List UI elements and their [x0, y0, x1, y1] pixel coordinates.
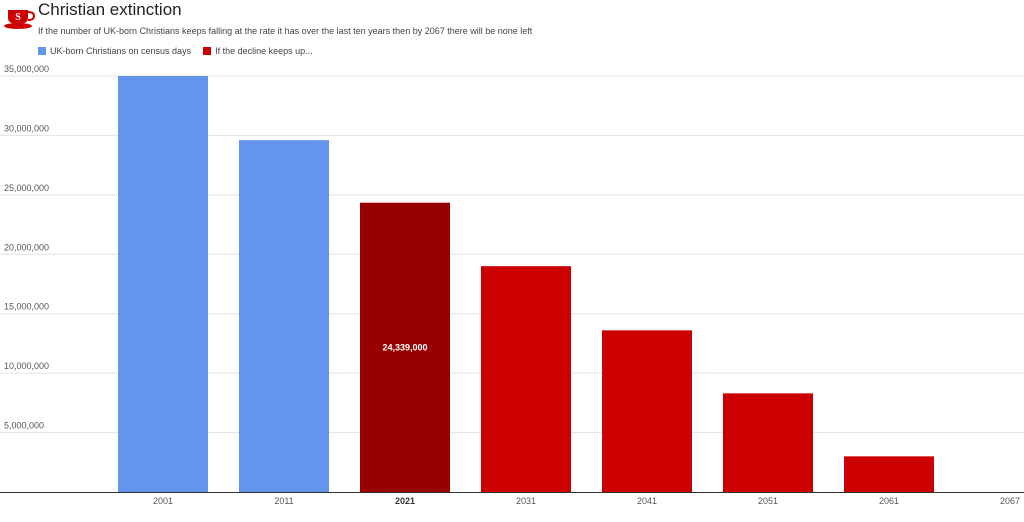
x-tick-label: 2021: [395, 496, 415, 506]
bars: [118, 76, 934, 492]
bar-2021[interactable]: [360, 202, 450, 492]
x-tick-label: 2067: [1000, 496, 1020, 506]
bar-2041[interactable]: [602, 330, 692, 492]
x-axis-ticks: 2001 2011 2021 2031 2041 2051 2061 2067: [153, 496, 1020, 506]
chart-title: Christian extinction: [38, 0, 182, 19]
bar-2031[interactable]: [481, 266, 571, 492]
x-tick-label: 2031: [516, 496, 536, 506]
legend-swatch-census: [38, 47, 46, 55]
chart-subtitle: If the number of UK-born Christians keep…: [38, 26, 533, 36]
bar-2051[interactable]: [723, 393, 813, 492]
bar-2001[interactable]: [118, 76, 208, 492]
y-tick-label: 30,000,000: [4, 123, 49, 133]
legend-item-projection[interactable]: If the decline keeps up...: [203, 46, 313, 56]
legend-item-census[interactable]: UK-born Christians on census days: [38, 46, 191, 56]
x-tick-label: 2041: [637, 496, 657, 506]
data-labels: 24,339,000: [382, 342, 427, 352]
svg-text:S: S: [15, 12, 21, 23]
legend: UK-born Christians on census days If the…: [38, 46, 313, 56]
y-tick-label: 10,000,000: [4, 361, 49, 371]
y-tick-label: 25,000,000: [4, 183, 49, 193]
y-tick-label: 20,000,000: [4, 242, 49, 252]
y-tick-label: 15,000,000: [4, 302, 49, 312]
y-axis-ticks: 5,000,000 10,000,000 15,000,000 20,000,000 2…: [4, 64, 49, 431]
bar-2061[interactable]: [844, 456, 934, 492]
red-teacup-logo-icon: S: [4, 10, 35, 29]
bar-2011[interactable]: [239, 140, 329, 492]
legend-label-census: UK-born Christians on census days: [50, 46, 192, 56]
legend-label-projection: If the decline keeps up...: [215, 46, 313, 56]
x-tick-label: 2061: [879, 496, 899, 506]
x-tick-label: 2011: [274, 496, 293, 506]
x-tick-label: 2051: [758, 496, 778, 506]
x-tick-label: 2001: [153, 496, 173, 506]
y-tick-label: 5,000,000: [4, 421, 44, 431]
data-label-2021: 24,339,000: [382, 342, 427, 352]
legend-swatch-projection: [203, 47, 212, 55]
y-tick-label: 35,000,000: [4, 64, 49, 74]
